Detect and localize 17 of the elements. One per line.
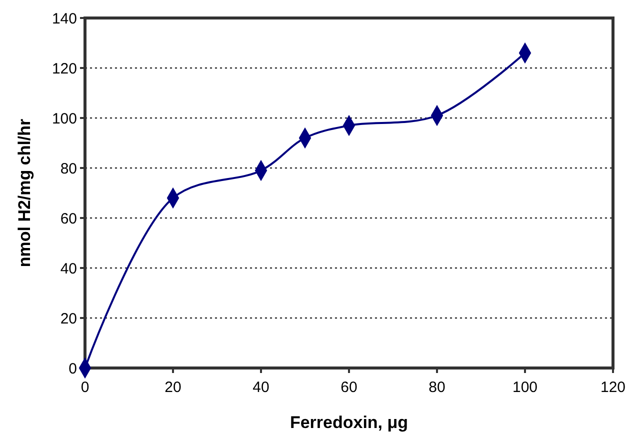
x-tick-label: 0: [80, 379, 90, 396]
x-tick-label: 100: [512, 379, 538, 396]
x-tick-label: 60: [340, 379, 358, 396]
y-tick-label: 0: [68, 360, 77, 378]
y-axis-title: nmol H2/mg chl/hr: [15, 118, 34, 268]
y-tick-label: 20: [60, 310, 77, 328]
y-tick-label: 60: [60, 210, 77, 228]
x-axis-title: Ferredoxin, μg: [290, 413, 408, 432]
x-tick-label: 80: [428, 379, 446, 396]
x-tick-label: 120: [600, 379, 626, 396]
y-tick-label: 40: [60, 260, 77, 278]
y-tick-label: 100: [52, 110, 77, 128]
y-tick-label: 80: [60, 160, 77, 178]
y-tick-label: 140: [52, 10, 77, 28]
x-tick-label: 40: [252, 379, 270, 396]
x-tick-label: 20: [164, 379, 182, 396]
y-tick-label: 120: [52, 60, 77, 78]
